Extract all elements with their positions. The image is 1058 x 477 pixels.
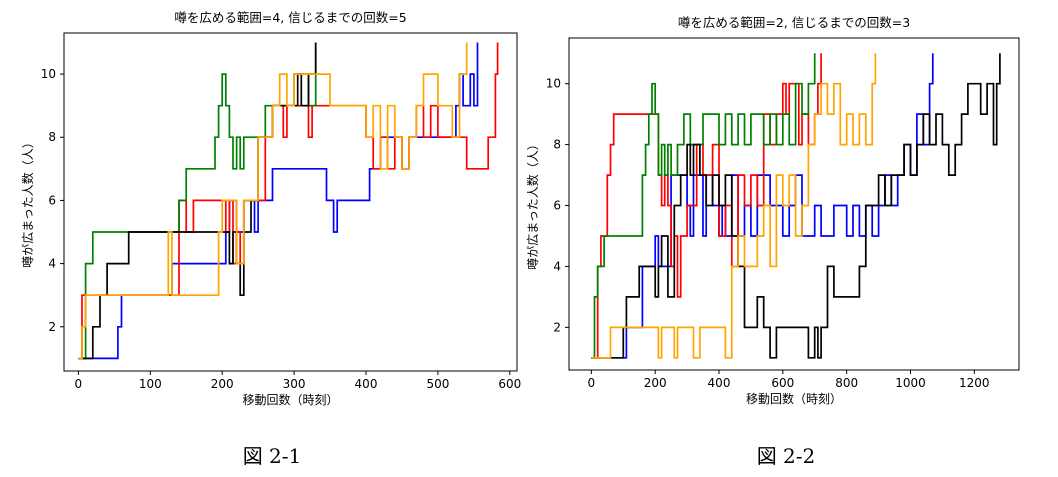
caption-left: 図 2-1 [242, 444, 302, 468]
y-axis-label: 噂が広まった人数（人） [525, 138, 540, 270]
x-tick-label: 600 [771, 376, 794, 390]
x-axis-label: 移動回数（時刻） [242, 392, 338, 407]
x-tick-label: 0 [588, 376, 596, 390]
x-tick-label: 200 [211, 377, 234, 391]
series-line-5 [591, 53, 877, 359]
series-line-5 [78, 42, 468, 360]
x-tick-label: 600 [498, 377, 521, 391]
x-tick-label: 300 [283, 377, 306, 391]
y-tick-label: 2 [48, 320, 56, 334]
x-tick-label: 1200 [959, 376, 990, 390]
x-tick-label: 100 [139, 377, 162, 391]
y-tick-label: 8 [553, 138, 561, 152]
x-tick-label: 200 [644, 376, 667, 390]
chart-title: 噂を広める範囲=2, 信じるまでの回数=3 [678, 15, 910, 30]
x-axis-label: 移動回数（時刻） [746, 391, 842, 406]
x-tick-label: 500 [426, 377, 449, 391]
plot-frame [568, 37, 1020, 371]
chart-1: 0 100 200 300 400 500 600 2 4 6 8 10 噂を広める範囲=4, 信じるま… [20, 10, 521, 407]
chart-2: 0 200 400 600 800 1000 1200 2 4 6 8 10 噂を広める範囲=2, 信じ… [525, 15, 1020, 406]
caption-right: 図 2-2 [756, 444, 816, 468]
y-tick-label: 8 [48, 130, 56, 144]
x-tick-label: 400 [708, 376, 731, 390]
y-tick-label: 6 [48, 193, 56, 207]
y-tick-label: 4 [48, 257, 56, 271]
y-tick-label: 6 [553, 199, 561, 213]
series-line-4 [591, 53, 1001, 359]
y-tick-label: 4 [553, 259, 561, 273]
series-line-2 [78, 42, 499, 360]
y-tick-label: 2 [553, 320, 561, 334]
x-tick-label: 800 [835, 376, 858, 390]
x-tick-label: 1000 [895, 376, 926, 390]
x-tick-label: 400 [355, 377, 378, 391]
chart-title: 噂を広める範囲=4, 信じるまでの回数=5 [174, 10, 406, 25]
x-tick-label: 0 [75, 377, 83, 391]
y-axis-label: 噂が広まった人数（人） [20, 136, 35, 268]
y-tick-label: 10 [41, 67, 56, 81]
plot-frame [63, 32, 518, 372]
series-line-1 [78, 42, 479, 360]
y-tick-label: 10 [546, 77, 561, 91]
